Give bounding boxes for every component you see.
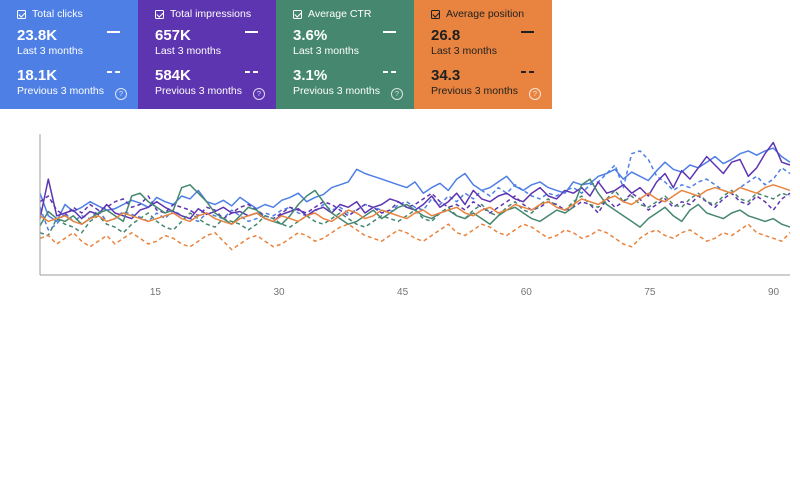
card-label: Average CTR <box>308 8 372 20</box>
card-header[interactable]: Average CTR <box>293 7 398 21</box>
series-line-5 <box>39 189 791 237</box>
metric-current: 23.8K Last 3 months <box>17 27 122 58</box>
card-label: Total impressions <box>170 8 252 20</box>
performance-line-chart[interactable]: 15 30 45 60 75 90 <box>0 120 800 310</box>
card-label: Total clicks <box>32 8 83 20</box>
metric-prev-period: Previous 3 months <box>155 85 242 97</box>
metric-prev-period: Previous 3 months <box>431 85 518 97</box>
checkbox-checked-icon[interactable] <box>17 9 26 19</box>
metric-prev-value: 18.1K <box>17 67 58 84</box>
metric-prev-value: 34.3 <box>431 67 461 84</box>
series-line-7 <box>39 223 791 251</box>
card-header[interactable]: Total impressions <box>155 7 260 21</box>
solid-line-legend-icon <box>107 31 120 33</box>
metric-value: 23.8K <box>17 27 58 44</box>
dashed-line-legend-icon <box>107 71 120 73</box>
metric-cards: Total clicks 23.8K Last 3 months 18.1K P… <box>0 0 552 109</box>
metric-current: 3.6% Last 3 months <box>293 27 398 58</box>
x-tick-label: 75 <box>644 287 656 298</box>
metric-previous: 18.1K Previous 3 months <box>17 67 122 98</box>
metric-value: 3.6% <box>293 27 328 44</box>
metric-previous: 584K Previous 3 months <box>155 67 260 98</box>
x-axis-ticks: 15 30 45 60 75 90 <box>150 287 780 298</box>
card-total-clicks[interactable]: Total clicks 23.8K Last 3 months 18.1K P… <box>0 0 138 109</box>
checkbox-checked-icon[interactable] <box>431 9 440 19</box>
solid-line-legend-icon <box>383 31 396 33</box>
dashed-line-legend-icon <box>245 71 258 73</box>
card-label: Average position <box>446 8 525 20</box>
metric-period: Last 3 months <box>431 45 497 57</box>
metric-period: Last 3 months <box>155 45 221 57</box>
metric-current: 657K Last 3 months <box>155 27 260 58</box>
help-icon[interactable]: ? <box>529 88 541 100</box>
x-tick-label: 15 <box>150 287 162 298</box>
metric-prev-value: 3.1% <box>293 67 328 84</box>
dashed-line-legend-icon <box>521 71 534 73</box>
metric-prev-period: Previous 3 months <box>17 85 104 97</box>
metric-period: Last 3 months <box>293 45 359 57</box>
metric-value: 657K <box>155 27 191 44</box>
checkbox-checked-icon[interactable] <box>293 9 302 19</box>
chart-lines <box>39 141 791 251</box>
x-tick-label: 30 <box>273 287 285 298</box>
checkbox-checked-icon[interactable] <box>155 9 164 19</box>
help-icon[interactable]: ? <box>391 88 403 100</box>
series-line-4 <box>39 178 791 228</box>
x-tick-label: 60 <box>521 287 533 298</box>
x-tick-label: 45 <box>397 287 409 298</box>
card-total-impressions[interactable]: Total impressions 657K Last 3 months 584… <box>138 0 276 109</box>
dashed-line-legend-icon <box>383 71 396 73</box>
series-line-6 <box>39 184 791 225</box>
metric-period: Last 3 months <box>17 45 83 57</box>
metric-value: 26.8 <box>431 27 461 44</box>
card-header[interactable]: Average position <box>431 7 536 21</box>
card-average-position[interactable]: Average position 26.8 Last 3 months 34.3… <box>414 0 552 109</box>
series-line-3 <box>39 192 791 220</box>
metric-prev-value: 584K <box>155 67 191 84</box>
help-icon[interactable]: ? <box>115 88 127 100</box>
x-tick-label: 90 <box>768 287 780 298</box>
card-header[interactable]: Total clicks <box>17 7 122 21</box>
metric-previous: 3.1% Previous 3 months <box>293 67 398 98</box>
metric-current: 26.8 Last 3 months <box>431 27 536 58</box>
solid-line-legend-icon <box>245 31 258 33</box>
metric-previous: 34.3 Previous 3 months <box>431 67 536 98</box>
series-line-0 <box>39 147 791 223</box>
help-icon[interactable]: ? <box>253 88 265 100</box>
card-average-ctr[interactable]: Average CTR 3.6% Last 3 months 3.1% Prev… <box>276 0 414 109</box>
solid-line-legend-icon <box>521 31 534 33</box>
metric-prev-period: Previous 3 months <box>293 85 380 97</box>
series-line-1 <box>39 150 791 231</box>
